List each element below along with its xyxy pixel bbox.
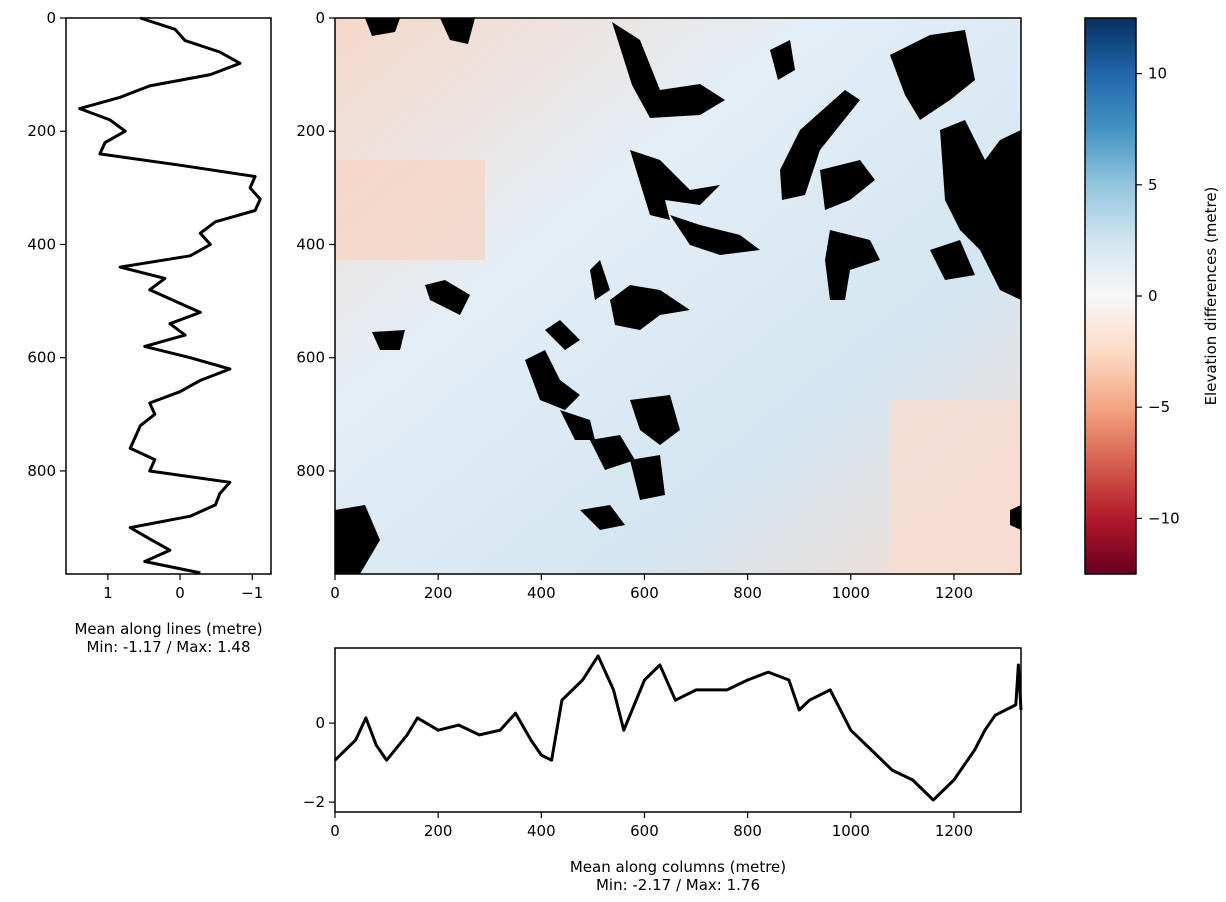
y-tick-label: 5	[1148, 176, 1158, 194]
x-tick-label: 1200	[935, 822, 973, 840]
y-tick-label: 10	[1148, 65, 1167, 83]
x-axis-note: Min: -1.17 / Max: 1.48	[86, 638, 250, 656]
map-masks	[335, 18, 1021, 574]
x-tick-label: 600	[630, 822, 659, 840]
x-tick-label: 0	[330, 822, 340, 840]
x-tick-label: 1	[103, 584, 113, 602]
axes-frame	[334, 17, 1022, 575]
x-tick-label: 200	[424, 822, 453, 840]
x-axis-note: Min: -2.17 / Max: 1.76	[596, 876, 760, 894]
y-tick-label: 800	[296, 462, 325, 480]
x-tick-label: 600	[630, 584, 659, 602]
x-tick-label: 400	[527, 584, 556, 602]
elevation-map	[335, 18, 1021, 574]
y-tick-label: 400	[27, 235, 56, 253]
map-patch	[335, 160, 485, 260]
colorbar-label: Elevation differences (metre)	[1202, 187, 1220, 406]
y-tick-label: 800	[27, 462, 56, 480]
x-tick-label: 0	[175, 584, 185, 602]
x-tick-label: 400	[527, 822, 556, 840]
y-tick-label: 0	[315, 714, 325, 732]
x-tick-label: 1000	[832, 584, 870, 602]
colorbar	[1085, 18, 1136, 574]
x-tick-label: 1000	[832, 822, 870, 840]
x-tick-label: 200	[424, 584, 453, 602]
data-line	[333, 654, 1023, 802]
x-tick-label: 1200	[935, 584, 973, 602]
y-tick-label: −5	[1148, 398, 1170, 416]
y-tick-label: 600	[296, 349, 325, 367]
x-axis-label: Mean along lines (metre)	[74, 620, 262, 638]
x-axis-label: Mean along columns (metre)	[570, 858, 786, 876]
x-tick-label: 800	[733, 822, 762, 840]
y-tick-label: 200	[296, 122, 325, 140]
y-tick-label: 400	[296, 235, 325, 253]
y-tick-label: 200	[27, 122, 56, 140]
map-patch	[890, 400, 1021, 574]
data-line	[78, 16, 262, 575]
axes-frame	[334, 647, 1022, 813]
x-tick-label: −1	[241, 584, 263, 602]
x-tick-label: 800	[733, 584, 762, 602]
axes-frame	[65, 17, 272, 575]
y-tick-label: 0	[46, 9, 56, 27]
x-tick-label: 0	[330, 584, 340, 602]
y-tick-label: 600	[27, 349, 56, 367]
y-tick-label: 0	[315, 9, 325, 27]
y-tick-label: −2	[303, 793, 325, 811]
y-tick-label: 0	[1148, 287, 1158, 305]
y-tick-label: −10	[1148, 509, 1180, 527]
